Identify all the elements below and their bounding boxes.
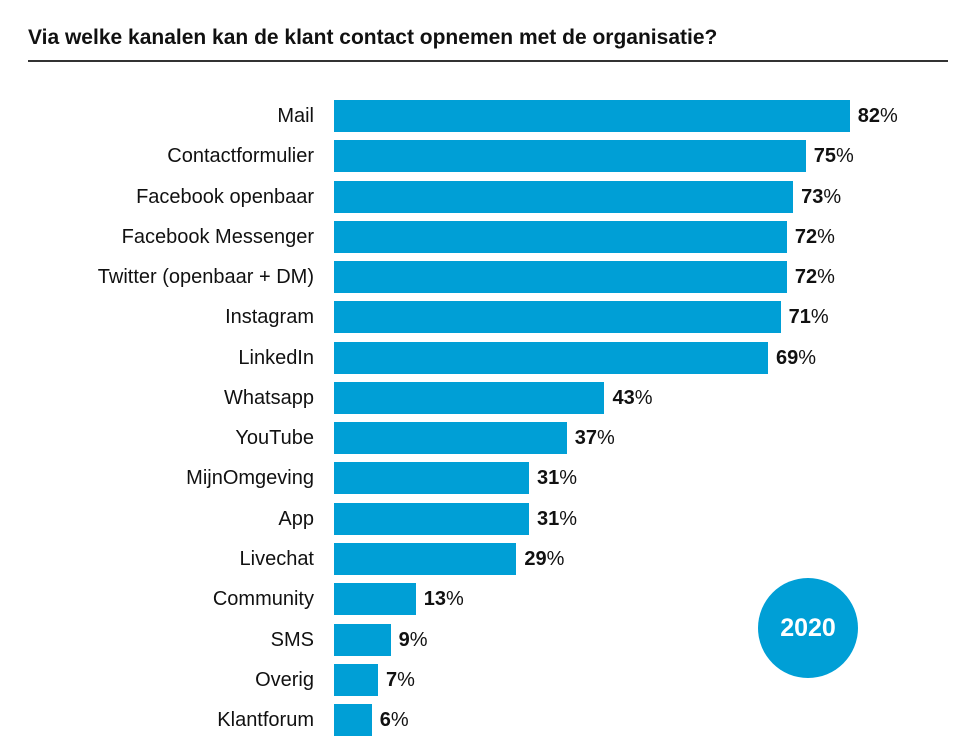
value-number: 9 (398, 628, 410, 651)
value-number: 6 (379, 709, 391, 732)
value-label: 72% (794, 266, 835, 289)
value-number: 69 (776, 346, 799, 369)
value-label: 73% (801, 185, 842, 208)
category-label: App (278, 507, 314, 530)
bar (334, 180, 794, 213)
value-label: 6% (379, 709, 409, 732)
value-number: 13 (423, 588, 447, 611)
category-label: Facebook Messenger (121, 225, 314, 248)
value-number: 71 (788, 306, 811, 329)
value-label: 72% (794, 225, 835, 248)
category-label: YouTube (235, 427, 314, 450)
value-number: 72 (794, 266, 818, 289)
bar (334, 462, 529, 495)
category-label: SMS (270, 628, 314, 651)
value-number: 75 (813, 145, 836, 168)
value-label: 82% (857, 105, 898, 127)
value-number: 37 (574, 427, 597, 450)
category-label: Community (212, 588, 314, 611)
value-number: 73 (801, 185, 824, 208)
value-number: 29 (524, 547, 547, 570)
category-label: Instagram (225, 306, 314, 329)
value-label: 31% (536, 507, 578, 530)
bar (334, 623, 391, 656)
category-label: Livechat (239, 547, 315, 570)
bar (334, 704, 372, 736)
value-number: 43 (612, 386, 635, 409)
value-number: 31 (536, 507, 560, 530)
bar (334, 381, 605, 414)
value-label: 13% (423, 588, 464, 611)
bar (334, 422, 567, 455)
year-badge: 2020 (758, 578, 858, 678)
value-label: 75% (813, 145, 854, 168)
bar (334, 261, 787, 294)
category-label: Whatsapp (223, 386, 314, 409)
value-number: 72 (794, 225, 818, 248)
bar (334, 341, 768, 374)
value-number: 82 (857, 105, 881, 127)
value-label: 69% (776, 346, 817, 369)
value-label: 7% (386, 668, 415, 691)
chart-title: Via welke kanalen kan de klant contact o… (28, 26, 718, 49)
bar (334, 583, 416, 616)
value-label: 37% (574, 427, 615, 450)
bar (334, 220, 787, 253)
title-divider (28, 60, 948, 62)
value-number: 7 (386, 668, 398, 691)
bar (334, 502, 529, 535)
bar (334, 542, 517, 575)
category-label: Facebook openbaar (136, 185, 314, 208)
bar (334, 140, 806, 173)
value-label: 9% (398, 628, 428, 651)
category-label: Overig (255, 668, 314, 691)
category-label: Twitter (openbaar + DM) (97, 266, 314, 289)
bar (334, 100, 850, 132)
value-label: 31% (536, 467, 578, 490)
category-label: MijnOmgeving (186, 467, 314, 490)
category-label: Klantforum (217, 709, 314, 732)
category-label: Mail (277, 105, 314, 127)
value-number: 31 (536, 467, 560, 490)
bar (334, 301, 781, 334)
category-label: Contactformulier (167, 145, 314, 168)
category-label: LinkedIn (238, 346, 314, 369)
value-label: 29% (524, 547, 565, 570)
value-label: 71% (788, 306, 829, 329)
value-label: 43% (612, 386, 653, 409)
bar (334, 663, 379, 696)
